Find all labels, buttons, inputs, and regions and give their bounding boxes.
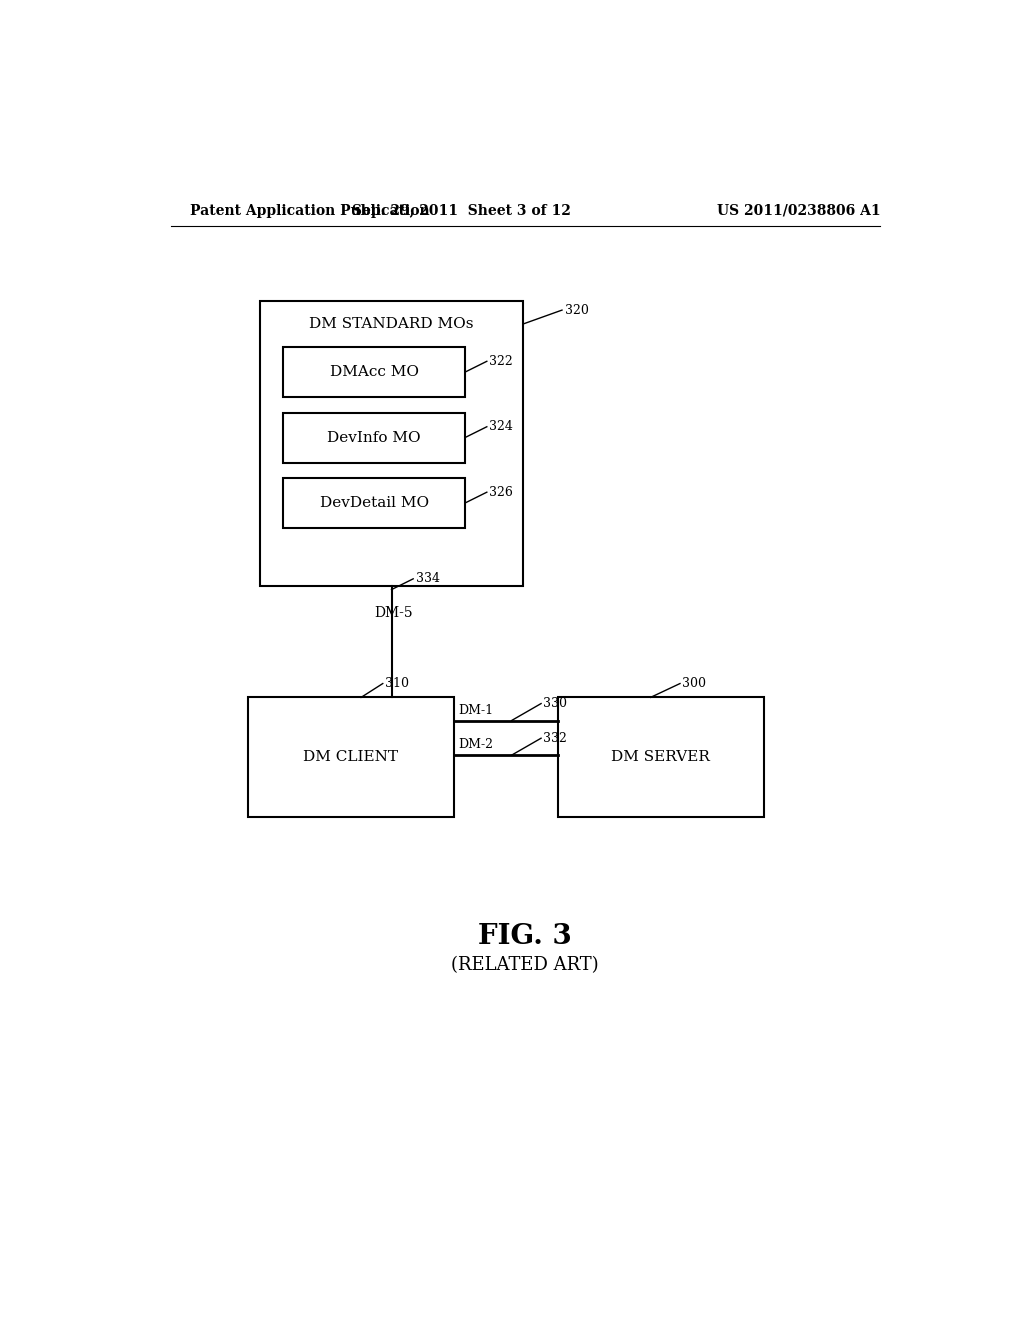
Bar [283,478,465,528]
Text: DM-5: DM-5 [375,606,413,619]
Text: Patent Application Publication: Patent Application Publication [190,203,430,218]
Text: 334: 334 [416,573,439,585]
Text: DM SERVER: DM SERVER [611,750,711,764]
Bar [248,697,454,817]
Bar [283,347,465,397]
Bar [260,301,523,586]
Text: DM STANDARD MOs: DM STANDARD MOs [309,317,474,331]
Text: 330: 330 [544,697,567,710]
Text: 324: 324 [489,420,513,433]
Text: 300: 300 [682,677,707,690]
Text: 332: 332 [544,731,567,744]
Text: DM-2: DM-2 [458,738,494,751]
Bar [283,412,465,462]
Text: DevInfo MO: DevInfo MO [328,430,421,445]
Text: 322: 322 [489,355,513,368]
Text: DevDetail MO: DevDetail MO [319,496,429,510]
Text: 310: 310 [385,677,410,690]
Text: 326: 326 [489,486,513,499]
Text: FIG. 3: FIG. 3 [478,923,571,949]
Text: DM-1: DM-1 [458,704,494,717]
Text: DMAcc MO: DMAcc MO [330,366,419,379]
Text: Sep. 29, 2011  Sheet 3 of 12: Sep. 29, 2011 Sheet 3 of 12 [352,203,570,218]
Bar [558,697,764,817]
Text: DM CLIENT: DM CLIENT [303,750,398,764]
Text: US 2011/0238806 A1: US 2011/0238806 A1 [717,203,881,218]
Text: (RELATED ART): (RELATED ART) [451,957,599,974]
Text: 320: 320 [565,304,589,317]
